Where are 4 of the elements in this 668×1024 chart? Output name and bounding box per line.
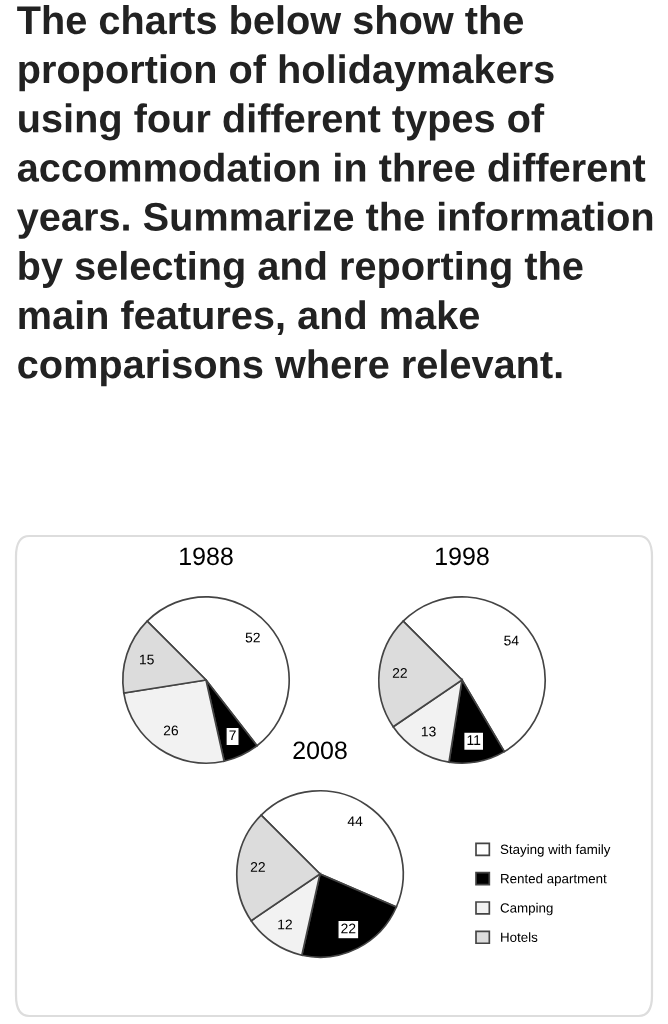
chart-title: 1998 xyxy=(436,547,489,566)
text: The charts below show the proportion of holidaymakers using four different types of accommodation in three different years. Summarize the information by selecting and reporting the main features, and make comparisons where relevant. xyxy=(17,5,653,387)
chart-title: 2008 xyxy=(293,741,347,760)
chart-title: 1988 xyxy=(180,547,233,566)
